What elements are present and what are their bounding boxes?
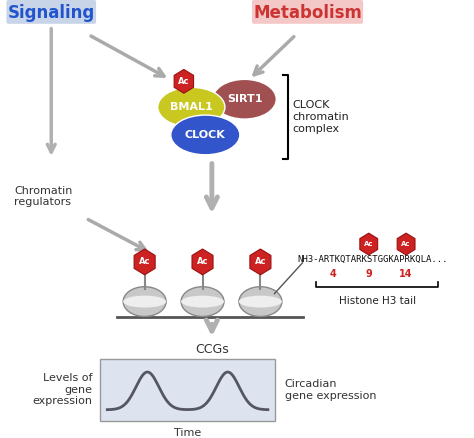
Text: 9: 9 <box>365 269 372 279</box>
Text: CLOCK: CLOCK <box>185 130 226 140</box>
Text: Ac: Ac <box>255 258 266 266</box>
Text: Ac: Ac <box>401 241 411 247</box>
Ellipse shape <box>123 287 166 317</box>
Ellipse shape <box>239 296 282 307</box>
Text: NH3-ARTKQTARKSTGGKAPRKQLA...: NH3-ARTKQTARKSTGGKAPRKQLA... <box>298 255 448 265</box>
Ellipse shape <box>181 287 224 317</box>
Ellipse shape <box>171 115 240 155</box>
Text: Circadian
gene expression: Circadian gene expression <box>285 379 376 401</box>
Text: Chromatin
regulators: Chromatin regulators <box>14 186 72 207</box>
Text: Signaling: Signaling <box>8 4 95 22</box>
Text: 4: 4 <box>330 269 337 279</box>
Text: Levels of
gene
expression: Levels of gene expression <box>32 373 92 406</box>
Polygon shape <box>250 249 271 275</box>
Ellipse shape <box>181 296 224 307</box>
Text: CCGs: CCGs <box>195 343 229 356</box>
Polygon shape <box>360 233 378 255</box>
Text: Ac: Ac <box>364 241 374 247</box>
Ellipse shape <box>158 87 225 127</box>
Polygon shape <box>397 233 415 255</box>
Text: 14: 14 <box>399 269 413 279</box>
Text: BMAL1: BMAL1 <box>170 102 213 112</box>
Text: Histone H3 tail: Histone H3 tail <box>338 296 416 306</box>
FancyBboxPatch shape <box>100 359 275 420</box>
Text: SIRT1: SIRT1 <box>227 94 262 104</box>
Text: Ac: Ac <box>178 77 190 86</box>
Polygon shape <box>192 249 213 275</box>
Text: Ac: Ac <box>139 258 150 266</box>
Text: Time: Time <box>174 427 201 438</box>
Ellipse shape <box>123 296 166 307</box>
Ellipse shape <box>213 79 276 119</box>
Ellipse shape <box>239 287 282 317</box>
Polygon shape <box>134 249 155 275</box>
Text: Ac: Ac <box>197 258 208 266</box>
FancyBboxPatch shape <box>7 0 96 24</box>
Text: CLOCK
chromatin
complex: CLOCK chromatin complex <box>292 100 349 134</box>
FancyBboxPatch shape <box>252 0 363 24</box>
Polygon shape <box>174 70 193 93</box>
Text: Metabolism: Metabolism <box>254 4 363 22</box>
